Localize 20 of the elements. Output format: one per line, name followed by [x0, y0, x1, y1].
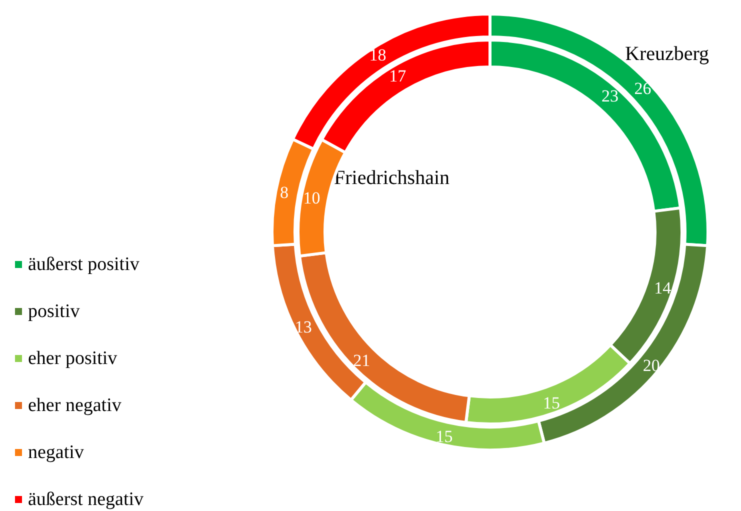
data-label: 21 — [353, 350, 370, 370]
data-label: 17 — [389, 66, 407, 86]
data-label: 20 — [642, 356, 660, 376]
slice-label: Friedrichshain — [334, 167, 450, 189]
data-label: 13 — [294, 318, 312, 337]
legend-label: negativ — [28, 442, 84, 463]
legend-label: äußerst negativ — [28, 489, 144, 510]
legend-label: positiv — [28, 301, 80, 322]
data-label: 14 — [654, 278, 672, 298]
data-label: 23 — [602, 86, 619, 106]
slice-label: Kreuzberg — [625, 43, 710, 65]
data-label: 15 — [542, 393, 560, 412]
data-label: 18 — [369, 46, 386, 65]
data-label: 26 — [634, 79, 652, 98]
legend-label: eher positiv — [28, 348, 118, 369]
data-label: 8 — [280, 183, 288, 202]
data-label: 15 — [436, 426, 453, 446]
legend-label: eher negativ — [28, 395, 122, 416]
data-label: 10 — [303, 188, 320, 208]
legend-label: äußerst positiv — [28, 254, 140, 275]
